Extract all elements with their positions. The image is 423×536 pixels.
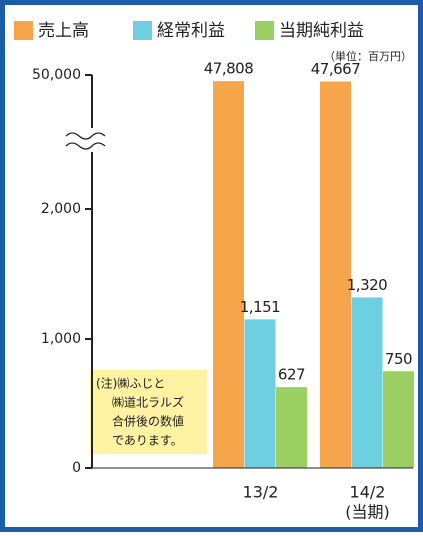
value-label: 47,667 <box>311 60 361 78</box>
annotation-line: であります。 <box>112 434 183 448</box>
bar <box>213 81 244 469</box>
axis-break <box>65 132 106 150</box>
value-label: 750 <box>385 350 412 368</box>
x-tick-label: 13/2 <box>243 483 279 502</box>
legend-label: 経常利益 <box>157 21 225 41</box>
bar <box>351 297 383 468</box>
value-label: 1,320 <box>347 276 387 294</box>
annotation-box <box>90 370 207 454</box>
annotation-line: ㈱道北ラルズ <box>112 395 184 410</box>
value-label: 627 <box>278 366 305 384</box>
legend-swatch <box>14 21 33 40</box>
y-tick-label: 0 <box>72 460 81 476</box>
legend-swatch <box>133 21 152 40</box>
legend-swatch <box>255 21 274 40</box>
value-label: 47,808 <box>204 60 254 78</box>
x-tick-label: 14/2 <box>350 483 386 502</box>
bar <box>320 81 351 469</box>
unit-note: （単位：百万円） <box>324 49 412 63</box>
y-tick-label: 50,000 <box>32 67 81 83</box>
value-label: 1,151 <box>240 298 280 316</box>
annotation-line: 合併後の数値 <box>112 414 184 429</box>
bar <box>383 371 414 468</box>
legend-label: 売上高 <box>38 21 89 41</box>
annotation-line: (注)㈱ふじと <box>96 376 165 391</box>
y-tick-label: 2,000 <box>41 201 81 217</box>
x-tick-note: (当期) <box>345 503 390 522</box>
legend-label: 当期純利益 <box>279 21 364 41</box>
bar <box>276 387 307 468</box>
bar <box>244 319 276 468</box>
y-tick-label: 1,000 <box>41 331 81 347</box>
